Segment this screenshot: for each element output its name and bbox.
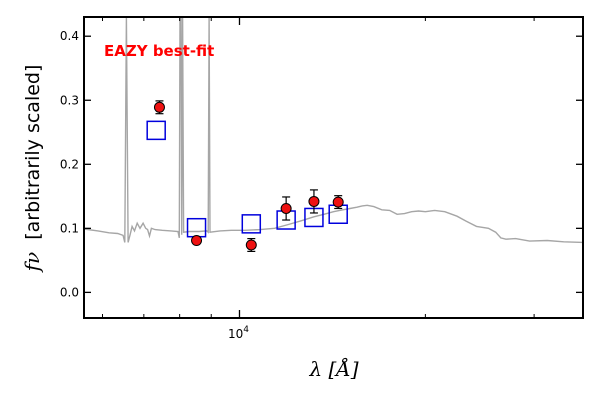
y-axis-label: fν [arbitrarily scaled] — [20, 65, 44, 274]
observed-flux-point — [308, 195, 320, 207]
y-tick-label: 0.0 — [60, 285, 79, 299]
model-flux-square — [146, 120, 166, 141]
fit-annotation: EAZY best-fit — [104, 42, 214, 60]
model-flux-square — [241, 214, 262, 234]
y-tick-label: 0.3 — [60, 93, 79, 107]
tick-layer: 0.0 0.1 0.2 0.3 0.4 104 — [60, 17, 583, 341]
observed-flux-point — [153, 101, 165, 113]
y-axis-label-group: fν [arbitrarily scaled] — [20, 65, 44, 274]
observed-flux-point — [191, 235, 203, 247]
plot-frame — [83, 16, 584, 319]
model-sed-curve — [83, 16, 584, 244]
y-tick-label: 0.1 — [60, 221, 79, 235]
y-tick-label: 0.4 — [60, 29, 79, 43]
observed-flux-point — [245, 239, 257, 251]
observed-flux-point — [332, 196, 344, 208]
y-tick-label: 0.2 — [60, 157, 79, 171]
observed-flux-point — [280, 202, 292, 214]
x-axis-label: λ [Å] — [308, 356, 358, 381]
y-axis-label-symbol: fν — [20, 252, 44, 274]
y-axis-label-text: [arbitrarily scaled] — [22, 65, 44, 240]
x-tick-label: 104 — [228, 325, 249, 341]
model-sed-layer — [83, 16, 584, 244]
observed-photometry-layer — [153, 100, 344, 252]
